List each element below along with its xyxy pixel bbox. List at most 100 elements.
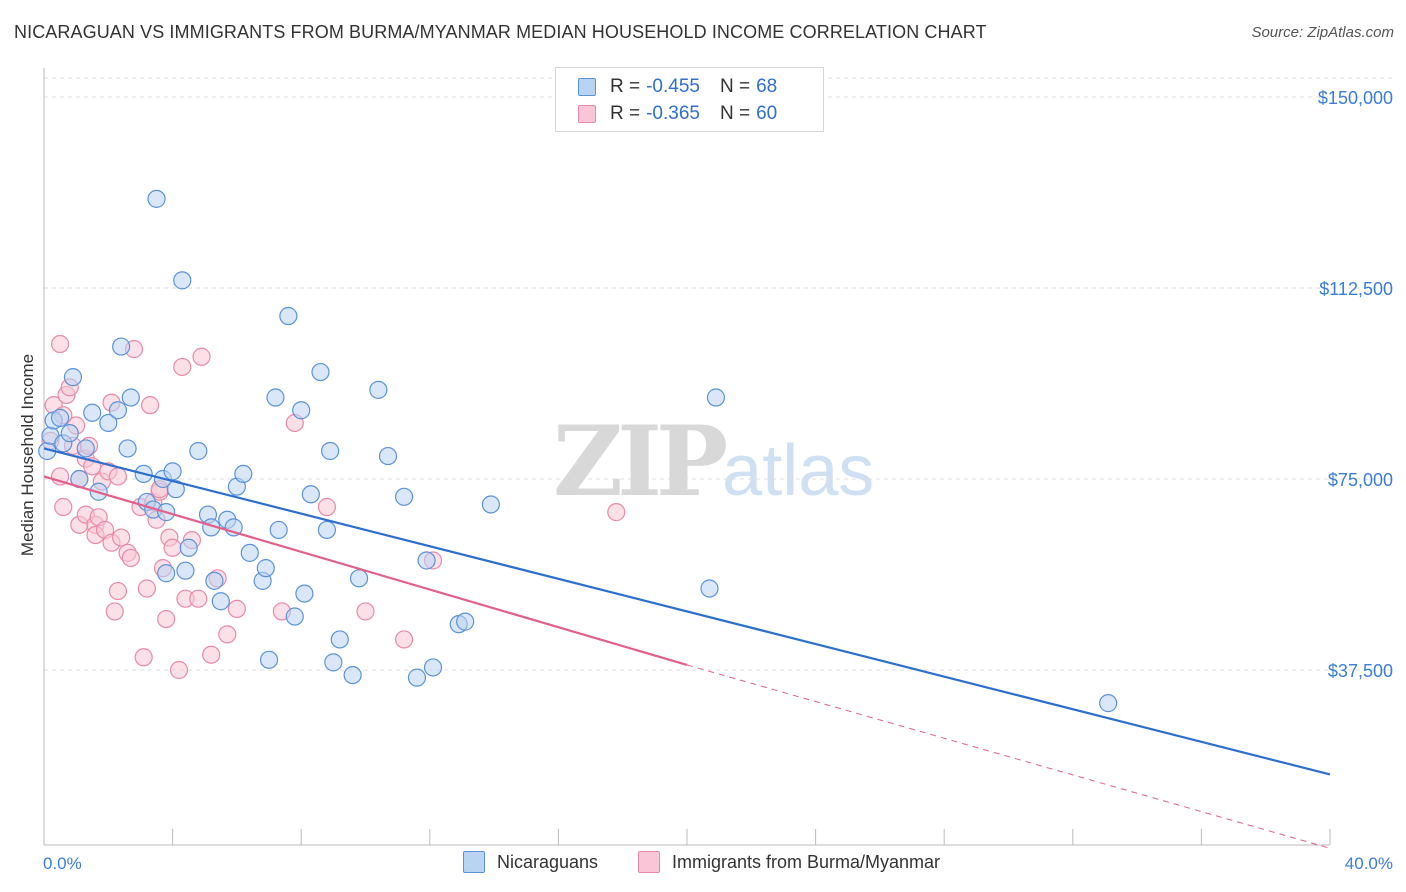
chart-source: Source: ZipAtlas.com: [1251, 24, 1394, 41]
data-point-burma: [50, 334, 70, 354]
trend-line-burma: [43, 475, 688, 666]
data-point-nicaraguan: [481, 495, 500, 514]
y-tick-label: $75,000: [1328, 470, 1393, 490]
data-point-burma: [189, 589, 208, 608]
legend-n-value: 60: [756, 103, 778, 124]
data-point-nicaraguan: [99, 413, 118, 433]
data-point-burma: [218, 625, 237, 644]
data-point-nicaraguan: [279, 306, 298, 326]
data-point-nicaraguan: [63, 368, 83, 387]
data-point-nicaraguan: [147, 189, 166, 208]
data-point-nicaraguan: [266, 388, 285, 407]
legend-swatch-pink: [578, 105, 596, 123]
data-point-burma: [394, 630, 414, 649]
data-point-burma: [105, 602, 124, 621]
data-point-burma: [108, 467, 128, 486]
data-point-burma: [157, 609, 176, 629]
x-tick-label-min: 0.0%: [43, 854, 82, 873]
data-point-nicaraguan: [301, 485, 320, 504]
data-point-nicaraguan: [50, 408, 70, 427]
legend-label-nicaraguans: Nicaraguans: [497, 851, 599, 872]
data-point-nicaraguan: [234, 464, 253, 484]
legend-item-nicaraguans: Nicaraguans: [463, 851, 598, 873]
data-point-nicaraguan: [269, 520, 288, 540]
data-point-nicaraguan: [1099, 694, 1118, 713]
legend-r-value: -0.365: [646, 103, 700, 124]
legend-row-burma: R = -0.365 N = 60: [578, 102, 777, 126]
legend-swatch-blue: [463, 851, 485, 873]
data-point-nicaraguan: [321, 441, 340, 461]
data-point-burma: [112, 528, 131, 547]
data-point-nicaraguan: [259, 650, 279, 669]
data-point-nicaraguan: [163, 462, 182, 481]
data-point-nicaraguan: [112, 337, 131, 356]
data-point-nicaraguan: [76, 439, 95, 458]
data-point-nicaraguan: [240, 543, 259, 562]
y-tick-label: $37,500: [1328, 661, 1393, 681]
series-nicaraguan-points: [38, 189, 1118, 713]
data-point-nicaraguan: [108, 401, 128, 420]
data-point-nicaraguan: [189, 441, 208, 461]
data-point-burma: [163, 538, 182, 557]
data-point-nicaraguan: [378, 446, 398, 466]
legend-n-value: 68: [756, 76, 778, 97]
data-point-burma: [202, 645, 221, 664]
data-point-burma: [173, 357, 192, 377]
y-tick-label: $112,500: [1319, 279, 1393, 299]
legend-label-burma: Immigrants from Burma/Myanmar: [672, 851, 941, 872]
trend-lines: [43, 447, 1331, 849]
data-point-nicaraguan: [407, 668, 427, 687]
data-point-nicaraguan: [256, 559, 275, 578]
data-point-nicaraguan: [700, 579, 719, 598]
data-point-nicaraguan: [330, 630, 349, 649]
legend-r-label: R =: [610, 76, 641, 97]
legend-r-label: R =: [610, 103, 641, 124]
data-point-nicaraguan: [285, 607, 304, 626]
legend-swatch-blue: [578, 78, 596, 96]
data-point-nicaraguan: [343, 665, 362, 685]
tick-labels: $37,500 $75,000 $112,500 $150,000 0.0% 40.0%: [43, 88, 1393, 873]
data-point-nicaraguan: [292, 401, 311, 420]
data-point-nicaraguan: [456, 612, 475, 631]
data-point-burma: [169, 660, 189, 680]
data-point-nicaraguan: [369, 380, 388, 399]
legend-row-nicaraguans: R = -0.455 N = 68: [578, 75, 777, 99]
data-point-nicaraguan: [83, 403, 102, 422]
y-tick-label: $150,000: [1318, 88, 1393, 108]
data-point-burma: [227, 599, 246, 618]
zipatlas-watermark: ZIPatlas: [553, 405, 875, 518]
data-point-nicaraguan: [394, 487, 414, 506]
axes: [43, 68, 1331, 846]
data-point-burma: [121, 548, 140, 568]
data-point-nicaraguan: [121, 388, 140, 407]
data-point-nicaraguan: [317, 520, 337, 540]
trend-line-burma-extension: [686, 664, 1331, 849]
data-point-nicaraguan: [166, 480, 185, 499]
series-burma-points: [41, 334, 626, 680]
trend-line-nicaraguans: [43, 447, 1331, 776]
legend-n-label: N =: [719, 103, 751, 124]
data-point-nicaraguan: [60, 424, 79, 443]
data-point-nicaraguan: [295, 584, 314, 603]
chart-title: NICARAGUAN VS IMMIGRANTS FROM BURMA/MYAN…: [14, 22, 987, 42]
data-point-nicaraguan: [173, 271, 192, 290]
legend-item-burma: Immigrants from Burma/Myanmar: [638, 851, 940, 873]
data-point-nicaraguan: [205, 571, 224, 590]
data-point-nicaraguan: [176, 561, 195, 580]
data-point-nicaraguan: [324, 653, 343, 672]
data-point-burma: [54, 497, 73, 517]
correlation-legend: R = -0.455 N = 68 R = -0.365 N = 60: [555, 67, 824, 132]
series-legend: Nicaraguans Immigrants from Burma/Myanma…: [0, 851, 1406, 877]
data-point-nicaraguan: [179, 538, 198, 557]
data-point-burma: [108, 581, 128, 601]
data-point-nicaraguan: [706, 388, 726, 407]
data-point-burma: [317, 497, 337, 517]
data-point-nicaraguan: [157, 564, 176, 583]
data-point-burma: [134, 648, 153, 667]
data-point-burma: [356, 602, 375, 621]
data-point-burma: [137, 579, 156, 598]
data-point-burma: [192, 347, 211, 366]
legend-r-value: -0.455: [646, 76, 700, 97]
data-point-nicaraguan: [417, 551, 436, 570]
